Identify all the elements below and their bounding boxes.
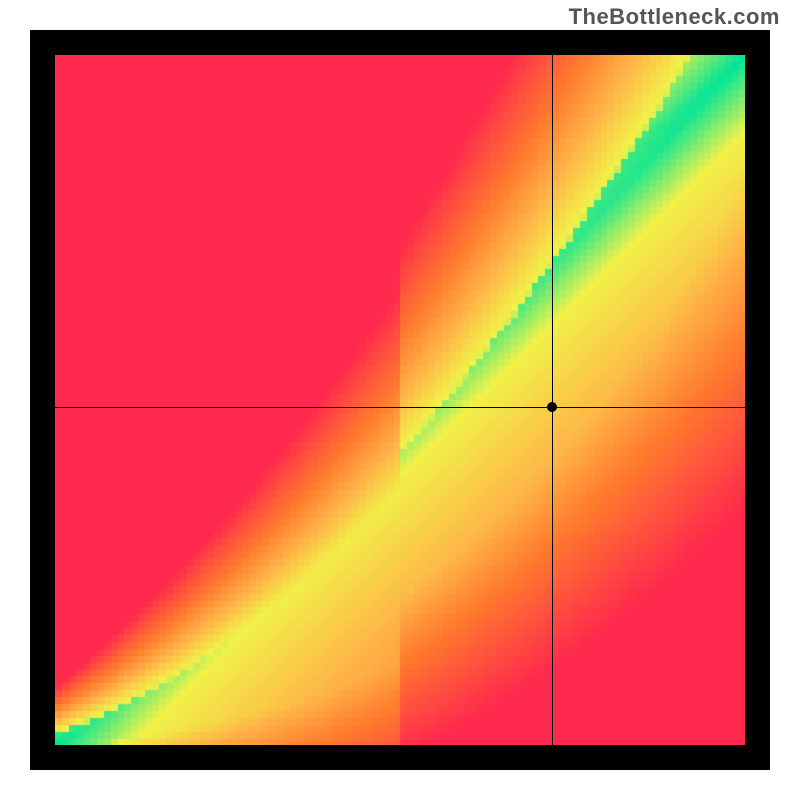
crosshair-horizontal xyxy=(30,407,770,408)
root-container: TheBottleneck.com xyxy=(0,0,800,800)
crosshair-vertical xyxy=(552,30,553,770)
heatmap-canvas xyxy=(55,55,745,745)
crosshair-marker xyxy=(547,402,557,412)
chart-frame xyxy=(30,30,770,770)
watermark-text: TheBottleneck.com xyxy=(569,4,780,30)
